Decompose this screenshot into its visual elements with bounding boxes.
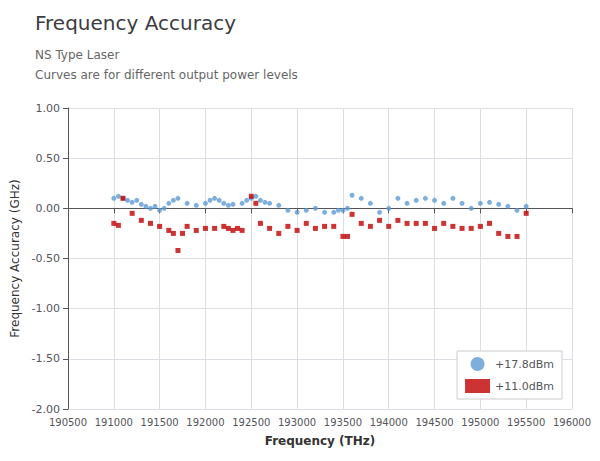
svg-text:NS Type Laser: NS Type Laser bbox=[35, 48, 119, 62]
svg-text:Frequency Accuracy: Frequency Accuracy bbox=[35, 11, 236, 35]
svg-text:Curves are for different outpu: Curves are for different output power le… bbox=[35, 68, 298, 82]
svg-text:191000: 191000 bbox=[95, 417, 133, 428]
svg-text:-1.50: -1.50 bbox=[32, 352, 60, 365]
svg-text:196000: 196000 bbox=[553, 417, 591, 428]
svg-text:190500: 190500 bbox=[49, 417, 87, 428]
svg-text:195000: 195000 bbox=[461, 417, 499, 428]
svg-text:+17.8dBm: +17.8dBm bbox=[495, 358, 554, 371]
svg-text:-0.50: -0.50 bbox=[32, 252, 60, 265]
svg-text:194000: 194000 bbox=[370, 417, 408, 428]
svg-text:192500: 192500 bbox=[232, 417, 270, 428]
svg-text:194500: 194500 bbox=[415, 417, 453, 428]
svg-text:193000: 193000 bbox=[278, 417, 316, 428]
svg-text:192000: 192000 bbox=[186, 417, 224, 428]
svg-text:191500: 191500 bbox=[141, 417, 179, 428]
svg-text:0.00: 0.00 bbox=[36, 202, 61, 215]
svg-text:193500: 193500 bbox=[324, 417, 362, 428]
svg-text:-1.00: -1.00 bbox=[32, 302, 60, 315]
svg-text:Frequency Accuracy (GHz): Frequency Accuracy (GHz) bbox=[8, 179, 22, 337]
svg-text:-2.00: -2.00 bbox=[32, 403, 60, 416]
svg-text:+11.0dBm: +11.0dBm bbox=[495, 380, 554, 393]
svg-text:1.00: 1.00 bbox=[36, 102, 61, 115]
svg-text:195500: 195500 bbox=[507, 417, 545, 428]
svg-text:0.50: 0.50 bbox=[36, 152, 61, 165]
svg-text:Frequency (THz): Frequency (THz) bbox=[265, 434, 376, 448]
